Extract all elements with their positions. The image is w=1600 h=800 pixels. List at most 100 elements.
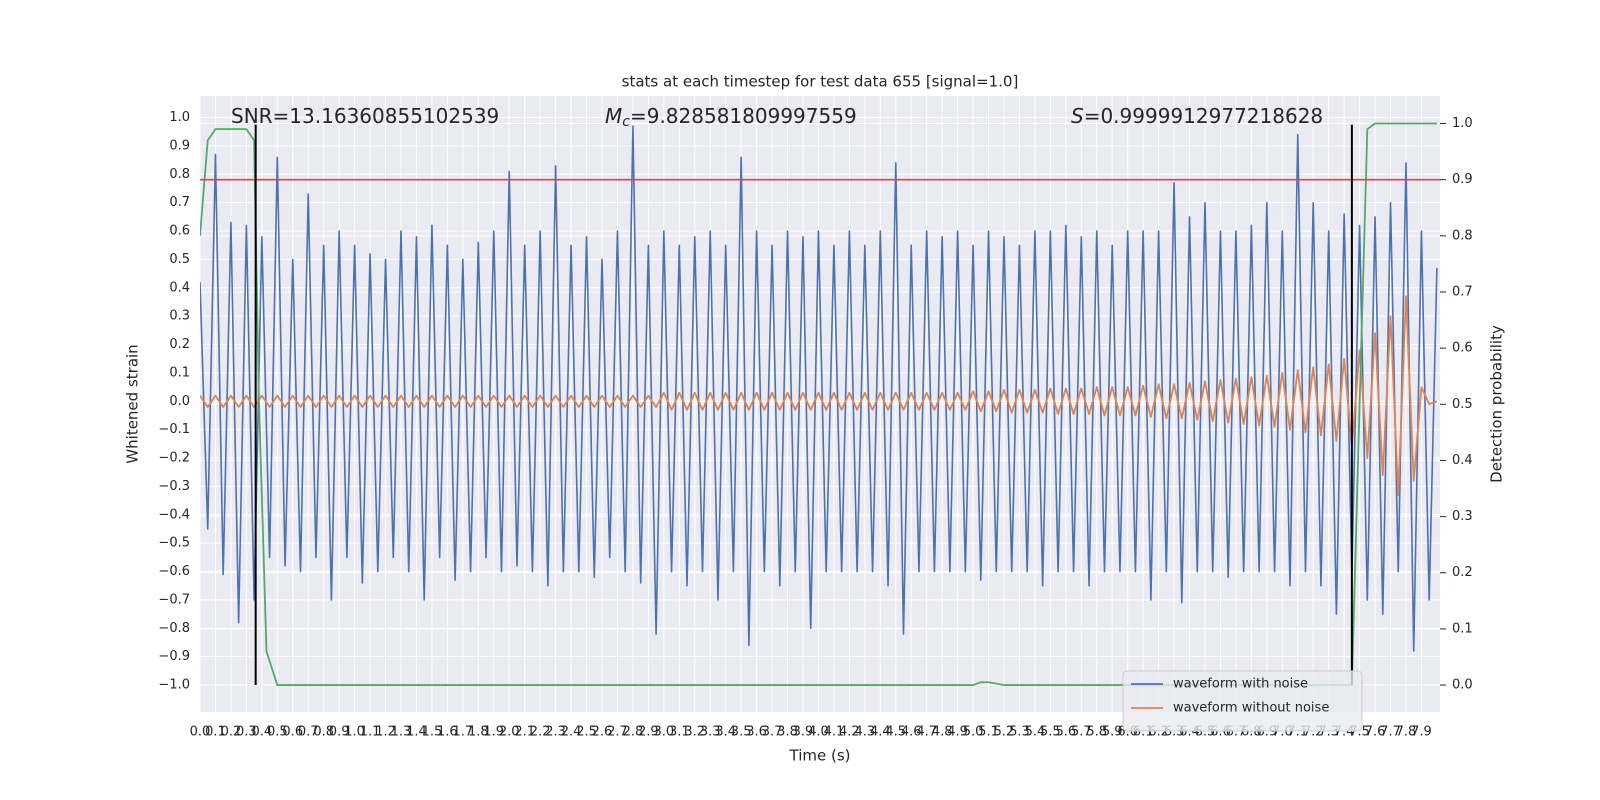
y-tick-label: 0.9 (169, 138, 190, 153)
annotation-text: =0.9999912977218628 (1084, 104, 1323, 128)
x-tick-label: 0.1 (205, 725, 226, 740)
x-tick-label: 5.5 (1040, 725, 1061, 740)
x-tick-label: 2.1 (514, 725, 535, 740)
x-tick-label: 1.2 (375, 725, 396, 740)
x-tick-label: 1.9 (483, 725, 504, 740)
y-tick-label: 0.1 (169, 365, 190, 380)
x-tick-label: 2.7 (607, 725, 628, 740)
x-tick-label: 0.6 (282, 725, 303, 740)
x-axis-label: Time (s) (789, 747, 851, 765)
x-tick-label: 4.1 (824, 725, 845, 740)
x-tick-label: 5.2 (994, 725, 1015, 740)
plot-marks (200, 122, 1440, 686)
x-tick-label: 2.6 (592, 725, 613, 740)
y-tick-label: 0.3 (169, 309, 190, 324)
y-tick-label: −0.5 (158, 536, 190, 551)
annotation: SNR=13.16360855102539 (231, 104, 499, 128)
y2-tick-label: 0.0 (1452, 678, 1473, 693)
x-tick-label: 0.0 (190, 725, 211, 740)
annotation-symbol: S (1071, 104, 1084, 128)
y-tick-label: −0.6 (158, 564, 190, 579)
annotation-symbol: M (605, 104, 622, 128)
x-tick-label: 0.4 (252, 725, 273, 740)
y-tick-label: 0.6 (169, 224, 190, 239)
x-tick-label: 2.4 (561, 725, 582, 740)
x-tick-label: 3.0 (653, 725, 674, 740)
y-tick-label: 1.0 (169, 110, 190, 125)
y-tick-label: 0.4 (169, 280, 190, 295)
x-tick-label: 7.9 (1411, 725, 1432, 740)
x-tick-label: 0.2 (221, 725, 242, 740)
y-tick-label: −0.9 (158, 649, 190, 664)
x-tick-label: 5.1 (978, 725, 999, 740)
legend-label: waveform with noise (1173, 677, 1308, 692)
y2-tick-label: 1.0 (1452, 116, 1473, 131)
x-tick-label: 4.6 (901, 725, 922, 740)
y-axis-label: Whitened strain (124, 344, 142, 463)
x-tick-label: 5.3 (1009, 725, 1030, 740)
annotation-text: SNR=13.16360855102539 (231, 104, 499, 128)
x-tick-label: 1.4 (406, 725, 427, 740)
x-tick-label: 1.0 (344, 725, 365, 740)
y2-tick-label: 0.8 (1452, 228, 1473, 243)
x-tick-label: 0.3 (236, 725, 257, 740)
x-tick-label: 0.5 (267, 725, 288, 740)
y2-tick-label: 0.6 (1452, 341, 1473, 356)
x-tick-label: 2.8 (623, 725, 644, 740)
y-tick-label: −0.2 (158, 451, 190, 466)
x-tick-label: 5.8 (1086, 725, 1107, 740)
x-tick-label: 2.5 (576, 725, 597, 740)
x-tick-label: 1.1 (360, 725, 381, 740)
annotation-text: =9.828581809997559 (630, 104, 857, 128)
x-tick-label: 5.6 (1055, 725, 1076, 740)
y-tick-label: 0.5 (169, 252, 190, 267)
annotation-subscript: c (622, 114, 630, 130)
labels: 0.00.10.20.30.40.50.60.70.80.91.01.11.21… (158, 104, 1472, 740)
series-line (200, 295, 1438, 496)
x-tick-label: 1.3 (391, 725, 412, 740)
y2-tick-label: 0.4 (1452, 453, 1473, 468)
x-tick-label: 3.9 (793, 725, 814, 740)
series-line (200, 122, 1437, 686)
x-tick-label: 4.7 (916, 725, 937, 740)
y-tick-label: −1.0 (158, 678, 190, 693)
y-tick-label: 0.0 (169, 394, 190, 409)
chart-title: stats at each timestep for test data 655… (622, 73, 1019, 91)
x-tick-label: 5.0 (963, 725, 984, 740)
y2-tick-label: 0.9 (1452, 172, 1473, 187)
x-tick-label: 2.3 (545, 725, 566, 740)
x-tick-label: 2.9 (638, 725, 659, 740)
x-tick-label: 4.2 (839, 725, 860, 740)
x-tick-label: 4.0 (808, 725, 829, 740)
x-tick-label: 7.7 (1380, 725, 1401, 740)
y-tick-label: 0.7 (169, 195, 190, 210)
x-tick-label: 3.7 (762, 725, 783, 740)
x-tick-label: 1.8 (468, 725, 489, 740)
legend: waveform with noise waveform without nois… (1122, 670, 1363, 732)
y2-tick-label: 0.5 (1452, 397, 1473, 412)
y-tick-label: −0.1 (158, 422, 190, 437)
x-tick-label: 2.0 (499, 725, 520, 740)
y2-axis-label: Detection probability (1488, 325, 1506, 483)
x-tick-label: 7.8 (1396, 725, 1417, 740)
x-tick-label: 1.6 (437, 725, 458, 740)
x-tick-label: 1.7 (452, 725, 473, 740)
x-tick-label: 4.8 (932, 725, 953, 740)
x-tick-label: 4.5 (885, 725, 906, 740)
x-tick-label: 4.4 (870, 725, 891, 740)
x-tick-label: 7.6 (1365, 725, 1386, 740)
annotation: Mc=9.828581809997559 (605, 104, 857, 131)
x-tick-label: 0.7 (298, 725, 319, 740)
x-tick-label: 3.4 (715, 725, 736, 740)
x-tick-label: 5.7 (1071, 725, 1092, 740)
x-tick-label: 0.8 (313, 725, 334, 740)
x-tick-label: 4.3 (854, 725, 875, 740)
y2-tick-label: 0.1 (1452, 621, 1473, 636)
x-tick-label: 3.3 (700, 725, 721, 740)
y-tick-label: −0.7 (158, 592, 190, 607)
annotation: S=0.9999912977218628 (1071, 104, 1323, 128)
x-tick-label: 3.6 (746, 725, 767, 740)
x-tick-label: 3.2 (684, 725, 705, 740)
x-tick-label: 5.4 (1025, 725, 1046, 740)
